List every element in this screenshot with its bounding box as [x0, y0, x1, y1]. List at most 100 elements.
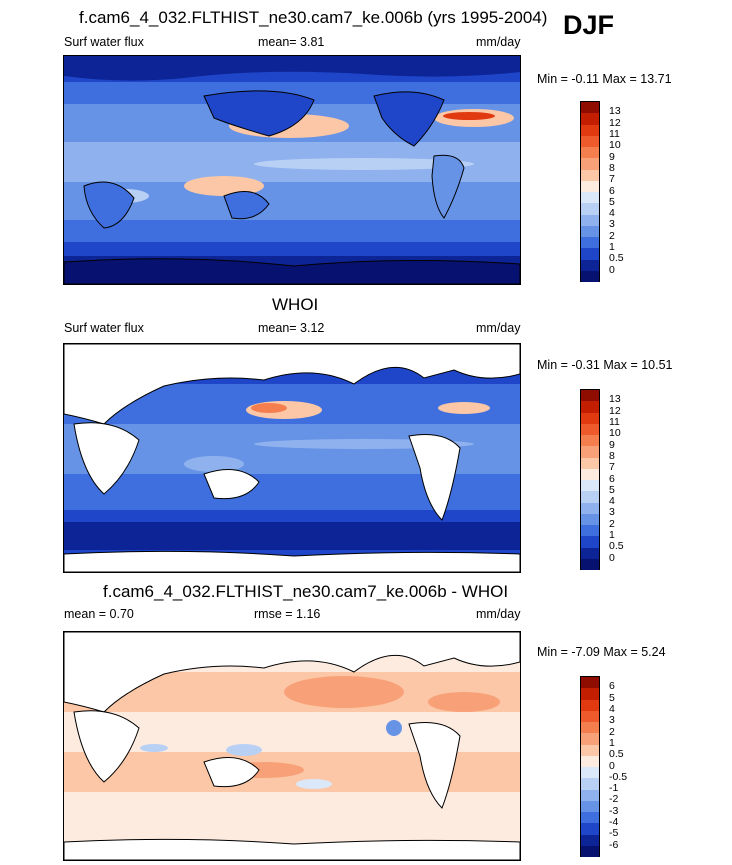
panel3-map [63, 631, 521, 861]
colorbar-cell [581, 699, 599, 711]
colorbar-cell [581, 446, 599, 458]
colorbar-tick-label: 4 [609, 495, 615, 508]
panel1-mean: mean= 3.81 [258, 35, 325, 49]
panel1-minmax: Min = -0.11 Max = 13.71 [537, 72, 672, 86]
colorbar-tick-label: 2 [609, 725, 615, 738]
colorbar-tick-label: 10 [609, 139, 621, 152]
colorbar-cell [581, 124, 599, 136]
colorbar-cell [581, 744, 599, 756]
colorbar-tick-label: 3 [609, 506, 615, 519]
colorbar-cell [581, 536, 599, 548]
colorbar-tick-label: 1 [609, 529, 615, 542]
panel2-map [63, 343, 521, 573]
colorbar-cell [581, 778, 599, 790]
colorbar-cell [581, 789, 599, 801]
colorbar-cell [581, 834, 599, 846]
colorbar-cell [581, 480, 599, 492]
colorbar-cell [581, 203, 599, 215]
panel3-units: mm/day [476, 607, 521, 621]
colorbar-tick-label: 7 [609, 461, 615, 474]
panel3-minmax: Min = -7.09 Max = 5.24 [537, 645, 666, 659]
colorbar-tick-label: 1 [609, 241, 615, 254]
colorbar-tick-label: 3 [609, 714, 615, 727]
panel1-variable-label: Surf water flux [64, 35, 144, 49]
colorbar-cell [581, 423, 599, 435]
colorbar-tick-label: 3 [609, 218, 615, 231]
colorbar-cell [581, 800, 599, 812]
panel3-title: f.cam6_4_032.FLTHIST_ne30.cam7_ke.006b -… [103, 582, 509, 601]
colorbar-tick-label: -5 [609, 827, 619, 840]
colorbar-cell [581, 435, 599, 447]
panel3-colorbar-cells [581, 677, 599, 857]
colorbar-tick-label: 8 [609, 449, 615, 462]
colorbar-cell [581, 457, 599, 469]
colorbar-cell [581, 722, 599, 734]
colorbar-tick-label: -0.5 [609, 770, 628, 783]
colorbar-tick-label: 2 [609, 517, 615, 530]
colorbar-cell [581, 225, 599, 237]
colorbar-tick-label: 6 [609, 472, 615, 485]
colorbar-cell [581, 812, 599, 824]
colorbar-tick-label: 8 [609, 161, 615, 174]
colorbar-tick-label: 2 [609, 229, 615, 242]
colorbar-cell [581, 547, 599, 559]
colorbar-cell [581, 688, 599, 700]
colorbar-tick-label: -1 [609, 782, 619, 795]
colorbar-cell [581, 502, 599, 514]
panel2-mean: mean= 3.12 [258, 321, 325, 335]
panel2-variable-label: Surf water flux [64, 321, 144, 335]
colorbar-cell [581, 259, 599, 271]
colorbar-tick-label: 4 [609, 702, 615, 715]
colorbar-cell [581, 513, 599, 525]
panel2-title: WHOI [272, 295, 319, 314]
colorbar-tick-label: 6 [609, 680, 615, 693]
colorbar-cell [581, 158, 599, 170]
colorbar-tick-label: 9 [609, 438, 615, 451]
colorbar-tick-label: 0 [609, 263, 615, 276]
colorbar-cell [581, 270, 599, 282]
colorbar-tick-label: 6 [609, 184, 615, 197]
colorbar-cell [581, 412, 599, 424]
colorbar-cell [581, 468, 599, 480]
panel1-colorbar [580, 101, 600, 282]
colorbar-cell [581, 390, 599, 402]
colorbar-cell [581, 823, 599, 835]
colorbar-tick-label: -6 [609, 838, 619, 851]
colorbar-tick-label: 0.5 [609, 252, 624, 265]
colorbar-tick-label: 5 [609, 483, 615, 496]
colorbar-cell [581, 755, 599, 767]
colorbar-tick-label: 11 [609, 127, 620, 140]
colorbar-tick-label: 1 [609, 736, 615, 749]
colorbar-tick-label: 0 [609, 759, 615, 772]
colorbar-tick-label: 4 [609, 207, 615, 220]
season-label: DJF [563, 10, 615, 40]
colorbar-cell [581, 169, 599, 181]
colorbar-cell [581, 237, 599, 249]
colorbar-cell [581, 113, 599, 125]
colorbar-tick-label: 5 [609, 195, 615, 208]
panel1-units: mm/day [476, 35, 521, 49]
colorbar-tick-label: -2 [609, 793, 619, 806]
colorbar-cell [581, 248, 599, 260]
colorbar-cell [581, 677, 599, 689]
panel3-colorbar [580, 676, 600, 857]
panel2-colorbar [580, 389, 600, 570]
panel3-mean: mean = 0.70 [64, 607, 134, 621]
colorbar-tick-label: 0.5 [609, 748, 624, 761]
colorbar-cell [581, 525, 599, 537]
colorbar-cell [581, 491, 599, 503]
colorbar-tick-label: 0 [609, 551, 615, 564]
colorbar-cell [581, 710, 599, 722]
colorbar-tick-label: 5 [609, 691, 615, 704]
colorbar-cell [581, 401, 599, 413]
colorbar-cell [581, 733, 599, 745]
colorbar-cell [581, 845, 599, 857]
colorbar-tick-label: 13 [609, 105, 621, 118]
colorbar-cell [581, 180, 599, 192]
colorbar-cell [581, 767, 599, 779]
panel2-units: mm/day [476, 321, 521, 335]
panel1-colorbar-cells [581, 102, 599, 282]
panel3-rmse: rmse = 1.16 [254, 607, 321, 621]
colorbar-tick-label: 9 [609, 150, 615, 163]
panel1-title: f.cam6_4_032.FLTHIST_ne30.cam7_ke.006b (… [79, 8, 548, 27]
